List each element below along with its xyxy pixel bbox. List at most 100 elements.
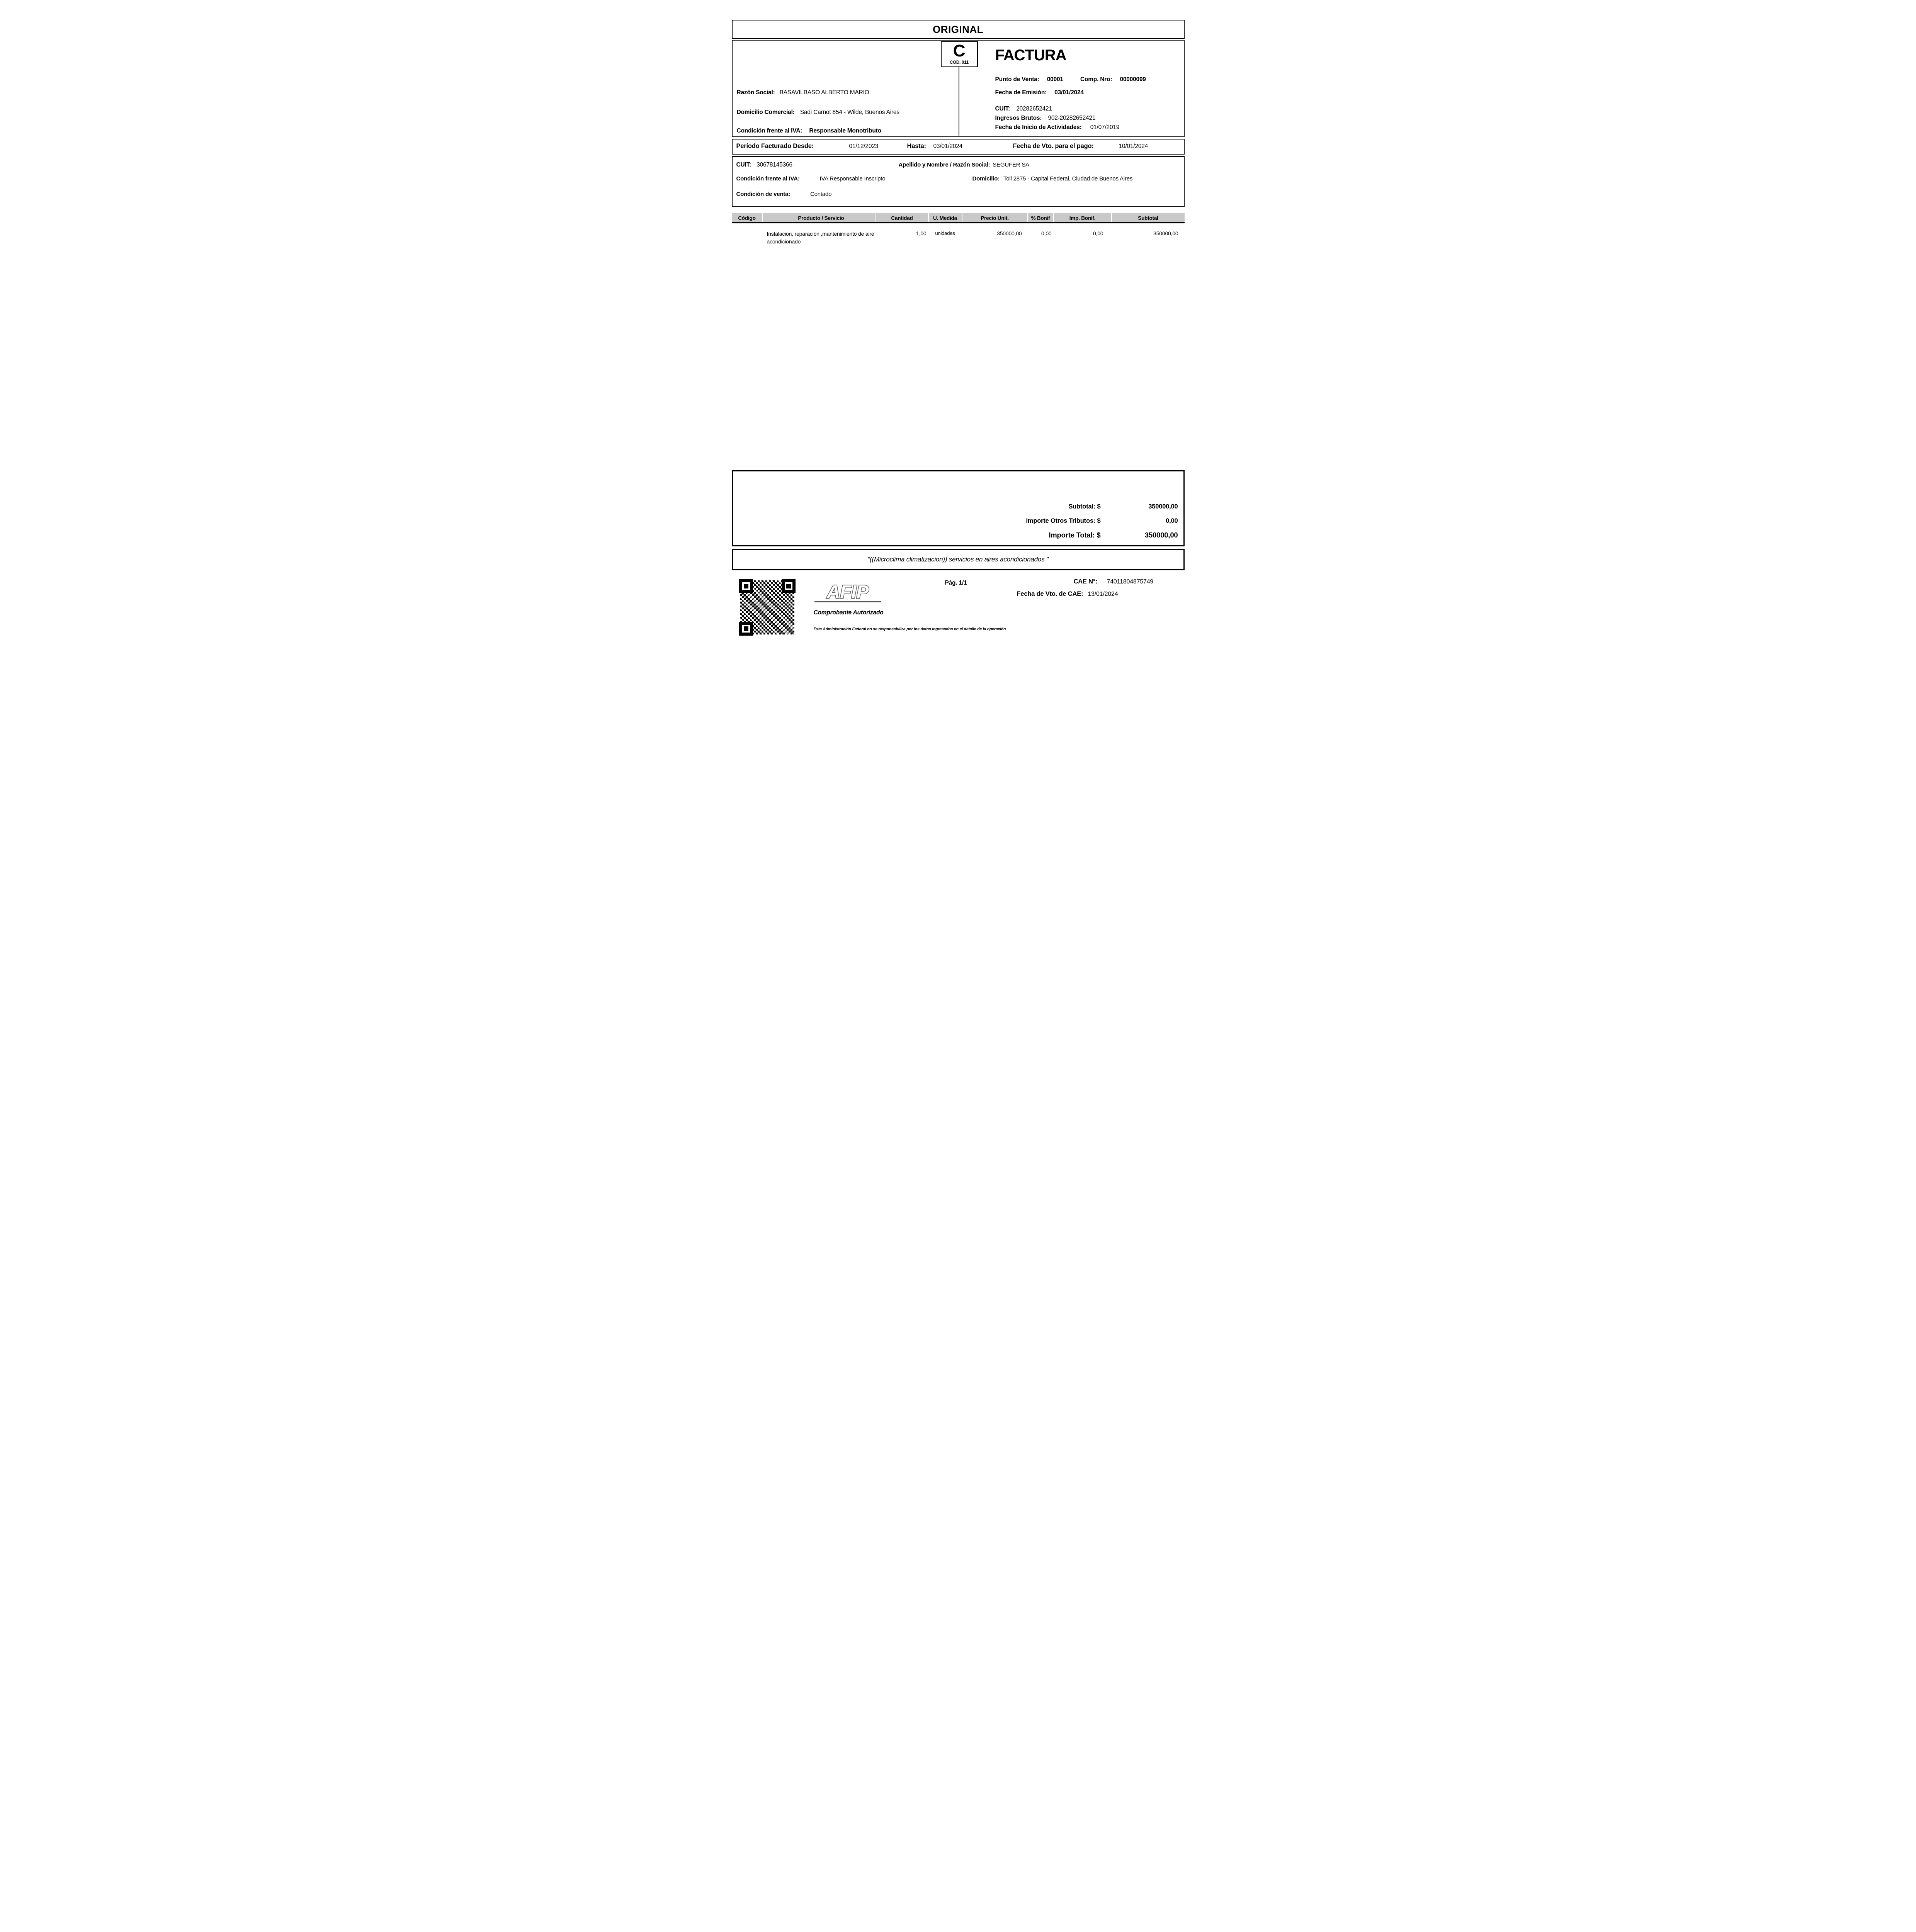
fecha-emision-label: Fecha de Emisión: <box>995 89 1047 96</box>
razon-social-label: Razón Social: <box>736 89 775 96</box>
ingresos-brutos-label: Ingresos Brutos: <box>995 115 1042 121</box>
invoice-letter-box: C COD. 011 <box>940 41 978 67</box>
item-producto: Instalacion, reparación ,mantenimiento d… <box>767 231 874 245</box>
cae-value: 74011804875749 <box>1107 578 1154 585</box>
item-unidad: unidades <box>935 230 955 236</box>
receptor-domicilio-row: Domicilio: Toll 2875 - Capital Federal, … <box>972 175 1133 182</box>
receptor-cuit-row: CUIT: 30678145366 <box>736 162 793 168</box>
invoice-letter: C <box>953 41 966 60</box>
receptor-box: CUIT: 30678145366 Apellido y Nombre / Ra… <box>731 156 1185 207</box>
totales-box: Subtotal: $ 350000,00 Importe Otros Trib… <box>731 470 1185 546</box>
periodo-box: Período Facturado Desde: 01/12/2023 Hast… <box>731 139 1185 155</box>
cae-row: CAE N°: 74011804875749 <box>1074 578 1154 585</box>
subtotal-label: Subtotal: $ <box>1068 503 1101 510</box>
cae-vto-label: Fecha de Vto. de CAE: <box>1017 590 1083 597</box>
cae-vto-row: Fecha de Vto. de CAE: 13/01/2024 <box>1017 590 1118 598</box>
otros-tributos-row: Importe Otros Tributos: $ 0,00 <box>1026 517 1178 525</box>
receptor-condicion-iva-value: IVA Responsable Inscripto <box>819 175 886 182</box>
copy-banner: ORIGINAL <box>731 20 1185 39</box>
domicilio-comercial-label: Domicilio Comercial: <box>736 109 795 116</box>
ingresos-brutos-value: 902-20282652421 <box>1048 115 1096 121</box>
inicio-actividades-value: 01/07/2019 <box>1090 124 1120 131</box>
otros-tributos-value: 0,00 <box>1166 517 1178 524</box>
col-header-cantidad: Cantidad <box>876 213 928 222</box>
invoice-letter-code: COD. 011 <box>950 60 969 65</box>
receptor-cuit-label: CUIT: <box>736 162 751 168</box>
items-table-header: Código Producto / Servicio Cantidad U. M… <box>731 213 1185 223</box>
razon-social-row: Razón Social: BASAVILBASO ALBERTO MARIO <box>737 89 869 96</box>
receptor-cuit-value: 30678145366 <box>757 162 792 168</box>
emisor-condicion-iva-value: Responsable Monotributo <box>809 128 881 134</box>
col-header-bonif: % Bonif <box>1028 213 1053 222</box>
col-header-impbonif: Imp. Bonif. <box>1054 213 1111 222</box>
comprobante-autorizado: Comprobante Autorizado <box>813 609 884 616</box>
item-precio: 350000,00 <box>997 230 1022 236</box>
item-cantidad: 1,00 <box>916 230 927 236</box>
item-subtotal: 350000,00 <box>1153 230 1178 236</box>
punto-venta-value: 00001 <box>1047 76 1063 83</box>
emisor-condicion-iva-label: Condición frente al IVA: <box>736 128 802 134</box>
fecha-emision-value: 03/01/2024 <box>1054 89 1084 96</box>
ingresos-brutos-row: Ingresos Brutos: 902-20282652421 <box>995 115 1096 122</box>
importe-total-row: Importe Total: $ 350000,00 <box>1049 531 1178 539</box>
item-bonif: 0,00 <box>1041 230 1052 236</box>
col-header-codigo: Código <box>731 213 762 222</box>
periodo-desde-value: 01/12/2023 <box>849 143 879 150</box>
receptor-nombre-label: Apellido y Nombre / Razón Social: <box>898 162 990 168</box>
razon-social-value: BASAVILBASO ALBERTO MARIO <box>779 89 869 96</box>
subtotal-row: Subtotal: $ 350000,00 <box>1068 503 1178 510</box>
inicio-actividades-label: Fecha de Inicio de Actividades: <box>995 124 1082 131</box>
leyenda-text: "((Microclima climatizacion)) servicios … <box>867 556 1049 563</box>
receptor-domicilio-value: Toll 2875 - Capital Federal, Ciudad de B… <box>1003 175 1133 182</box>
col-header-subtotal: Subtotal <box>1112 213 1185 222</box>
punto-venta-label: Punto de Venta: <box>995 76 1039 83</box>
condicion-venta-label: Condición de venta: <box>736 191 791 197</box>
qr-finder-icon <box>781 579 796 593</box>
periodo-hasta-label: Hasta: <box>907 143 926 150</box>
vto-pago-value: 10/01/2024 <box>1119 143 1148 150</box>
domicilio-comercial-value: Sadi Carnot 854 - Wilde, Buenos Aires <box>800 109 899 116</box>
domicilio-comercial-row: Domicilio Comercial: Sadi Carnot 854 - W… <box>736 109 900 116</box>
invoice-page: ORIGINAL C COD. 011 FACTURA Punto de Ven… <box>718 0 1198 678</box>
leyenda-box: "((Microclima climatizacion)) servicios … <box>731 549 1185 570</box>
importe-total-value: 350000,00 <box>1144 531 1178 539</box>
table-row: Instalacion, reparación ,mantenimiento d… <box>732 230 1185 245</box>
header-box: C COD. 011 FACTURA Punto de Venta: 00001… <box>731 40 1185 137</box>
comp-nro-label: Comp. Nro: <box>1080 76 1112 83</box>
fecha-emision-row: Fecha de Emisión: 03/01/2024 <box>995 89 1084 96</box>
condicion-venta-row: Condición de venta: Contado <box>736 191 832 197</box>
afip-logo-icon: AFIP <box>814 582 881 603</box>
item-codigo <box>732 230 762 245</box>
condicion-venta-value: Contado <box>810 191 832 197</box>
col-header-umedida: U. Medida <box>928 213 962 222</box>
subtotal-value: 350000,00 <box>1148 503 1178 510</box>
emisor-cuit-value: 20282652421 <box>1016 105 1052 112</box>
receptor-domicilio-label: Domicilio: <box>972 175 1000 182</box>
footer-disclaimer: Esta Administración Federal no se respon… <box>813 627 1006 631</box>
importe-total-label: Importe Total: $ <box>1049 531 1101 539</box>
comp-nro-value: 00000099 <box>1120 76 1146 83</box>
emisor-cuit-row: CUIT: 20282652421 <box>995 105 1052 112</box>
receptor-condicion-iva-label: Condición frente al IVA: <box>736 175 800 182</box>
col-header-producto: Producto / Servicio <box>763 213 876 222</box>
receptor-nombre-value: SEGUFER SA <box>993 162 1029 168</box>
periodo-hasta-value: 03/01/2024 <box>933 143 963 150</box>
invoice-title: FACTURA <box>995 47 1067 64</box>
receptor-nombre-row: Apellido y Nombre / Razón Social: SEGUFE… <box>898 162 1030 168</box>
copy-label: ORIGINAL <box>932 24 984 35</box>
col-header-precio: Precio Unit. <box>962 213 1027 222</box>
emisor-condicion-iva-row: Condición frente al IVA: Responsable Mon… <box>736 128 882 134</box>
emisor-cuit-label: CUIT: <box>995 105 1010 112</box>
cae-vto-value: 13/01/2024 <box>1088 591 1118 597</box>
punto-venta-row: Punto de Venta: 00001 Comp. Nro: 0000009… <box>995 76 1146 83</box>
qr-code <box>739 579 796 636</box>
item-impbonif: 0,00 <box>1093 230 1103 236</box>
periodo-desde-label: Período Facturado Desde: <box>736 143 814 150</box>
page-number: Pág. 1/1 <box>945 580 967 586</box>
inicio-actividades-row: Fecha de Inicio de Actividades: 01/07/20… <box>995 124 1120 131</box>
afip-logo-text: AFIP <box>826 582 869 602</box>
qr-finder-icon <box>739 579 753 593</box>
cae-label: CAE N°: <box>1073 578 1098 585</box>
vto-pago-label: Fecha de Vto. para el pago: <box>1013 143 1094 150</box>
otros-tributos-label: Importe Otros Tributos: $ <box>1026 517 1101 524</box>
